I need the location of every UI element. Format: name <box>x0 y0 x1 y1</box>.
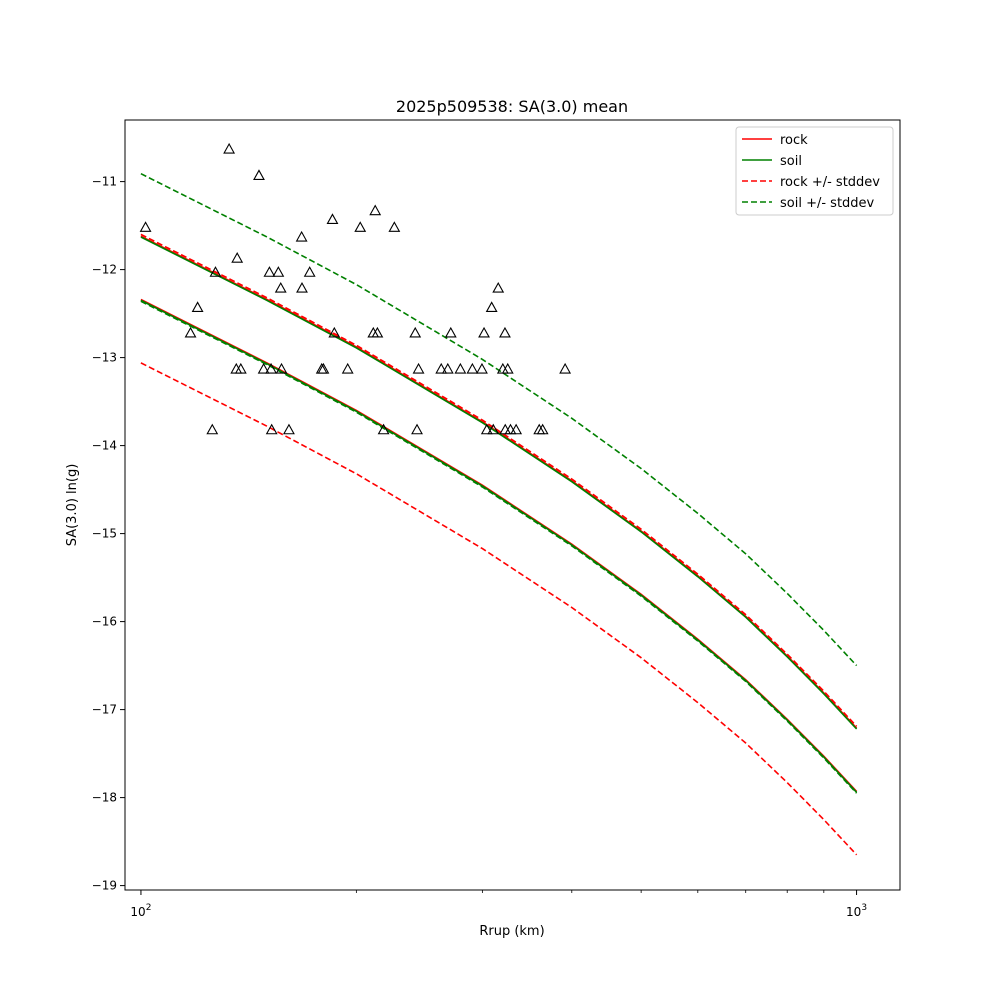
observation-point <box>317 362 330 374</box>
observation-point <box>354 221 367 232</box>
y-tick-label: −13 <box>92 351 117 365</box>
legend-label: soil <box>780 154 802 169</box>
observation-point <box>265 362 278 374</box>
observation-point <box>487 423 500 435</box>
observation-point <box>253 169 265 180</box>
observation-point <box>485 301 498 312</box>
observation-point <box>341 362 354 374</box>
series-line-soil-1 <box>140 299 858 793</box>
observation-point <box>499 326 511 338</box>
series-line-rock-stddev-4 <box>140 362 858 856</box>
series-line-soil-stddev-7 <box>140 300 858 794</box>
y-tick-label: −19 <box>92 879 117 893</box>
observation-point <box>476 362 488 374</box>
observation-point <box>559 362 572 374</box>
observation-point <box>265 423 278 435</box>
observation-point <box>492 281 505 293</box>
legend-label: rock +/- stddev <box>780 175 880 190</box>
y-tick-label: −18 <box>92 791 117 805</box>
observation-point <box>296 281 308 293</box>
observation-point <box>441 362 454 374</box>
series-line-soil-3 <box>140 236 858 730</box>
observation-point <box>328 326 341 338</box>
observation-point <box>257 362 270 374</box>
observation-point <box>412 362 425 374</box>
y-axis: −11 −12 −13 −14 −15 −16 −17 −18 −19 <box>92 175 125 893</box>
observation-point <box>533 423 546 435</box>
observation-point <box>454 362 467 374</box>
observation-point <box>139 221 152 232</box>
y-tick-label: −16 <box>92 615 117 629</box>
legend-box <box>735 126 894 216</box>
observation-point <box>231 252 244 263</box>
observation-point <box>536 423 549 435</box>
observation-point <box>326 213 339 224</box>
observation-point <box>263 266 276 277</box>
observation-point <box>510 423 523 435</box>
x-tick-label: 102 <box>130 903 151 919</box>
observation-point <box>303 266 316 277</box>
observation-point <box>272 266 285 277</box>
series-line-rock-2 <box>140 235 858 729</box>
observation-point <box>409 326 422 338</box>
observation-point <box>388 221 401 232</box>
y-tick-label: −11 <box>92 175 117 189</box>
observation-point <box>480 423 493 435</box>
observation-point <box>223 142 236 154</box>
y-tick-label: −12 <box>92 263 117 277</box>
x-tick-label: 103 <box>846 903 867 919</box>
observation-point <box>275 362 288 374</box>
y-tick-label: −14 <box>92 439 117 453</box>
y-tick-label: −17 <box>92 703 117 717</box>
chart-title: 2025p509538: SA(3.0) mean <box>396 97 628 116</box>
y-tick-label: −15 <box>92 527 117 541</box>
observation-point <box>184 326 197 338</box>
y-axis-label: SA(3.0) ln(g) <box>65 464 80 547</box>
observation-point <box>499 423 512 435</box>
observation-point <box>466 362 479 374</box>
observation-point <box>209 266 222 277</box>
observation-point <box>295 230 308 242</box>
x-axis-label: Rrup (km) <box>479 924 544 939</box>
observation-point <box>191 301 204 312</box>
observation-point <box>371 326 384 338</box>
x-axis: 102 103 <box>130 890 867 919</box>
observation-point <box>377 423 390 435</box>
legend: rock soil rock +/- stddev soil +/- stddev <box>735 126 894 216</box>
observation-point <box>234 362 247 374</box>
observation-point <box>411 423 423 435</box>
observation-point <box>444 326 457 338</box>
legend-label: soil +/- stddev <box>780 196 875 211</box>
series-line-rock-stddev-5 <box>140 233 858 727</box>
observation-point <box>501 362 514 374</box>
observation-point <box>496 362 509 374</box>
series-line-soil-stddev-6 <box>140 172 858 667</box>
observation-point <box>274 281 287 293</box>
plot-area <box>139 142 858 856</box>
observation-point <box>369 204 382 216</box>
plot-frame <box>124 119 901 891</box>
observation-point <box>206 423 219 435</box>
observation-point <box>283 423 295 435</box>
observation-point <box>478 326 490 338</box>
observation-point <box>435 362 448 374</box>
legend-label: rock <box>780 133 808 148</box>
observation-point <box>315 362 328 374</box>
